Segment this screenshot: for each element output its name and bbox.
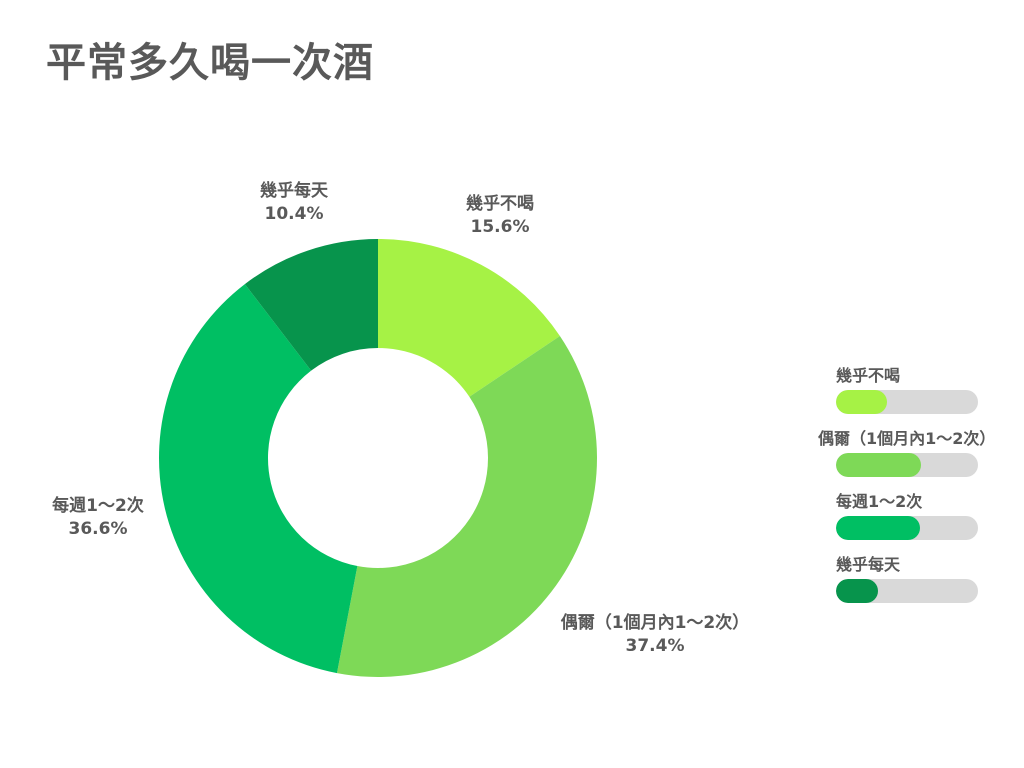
legend-item: 幾乎不喝 [818, 362, 1024, 414]
legend-bar-fill [836, 579, 878, 603]
donut-slice [244, 239, 378, 371]
legend-label: 偶爾（1個月內1～2次） [818, 429, 996, 448]
slice-label-value: 36.6% [69, 519, 128, 539]
legend-label: 幾乎不喝 [836, 366, 901, 385]
legend-bar-track [836, 579, 978, 603]
legend-bar-fill [836, 453, 921, 477]
slice-label-value: 15.6% [471, 217, 530, 237]
legend-label: 每週1～2次 [836, 492, 923, 511]
legend-bar-fill [836, 516, 920, 540]
slice-label-name: 幾乎不喝 [466, 193, 534, 214]
legend-bar-fill [836, 390, 887, 414]
slice-label-name: 每週1～2次 [52, 495, 144, 516]
legend-bar-track [836, 516, 978, 540]
donut-slice [378, 239, 560, 397]
slice-label-name: 幾乎每天 [260, 180, 329, 201]
legend-item: 每週1～2次 [818, 488, 1024, 540]
legend-item: 偶爾（1個月內1～2次） [818, 425, 1024, 477]
legend-bar-track [836, 453, 978, 477]
legend-bar-track [836, 390, 978, 414]
slice-label-value: 10.4% [265, 204, 324, 224]
slice-label-name: 偶爾（1個月內1～2次） [561, 612, 750, 633]
legend-label: 幾乎每天 [836, 555, 901, 574]
slice-label-value: 37.4% [626, 636, 685, 656]
chart-title: 平常多久喝一次酒 [46, 40, 374, 86]
legend-item: 幾乎每天 [818, 551, 1024, 603]
donut-slice [159, 284, 358, 674]
donut-slice [336, 336, 597, 677]
